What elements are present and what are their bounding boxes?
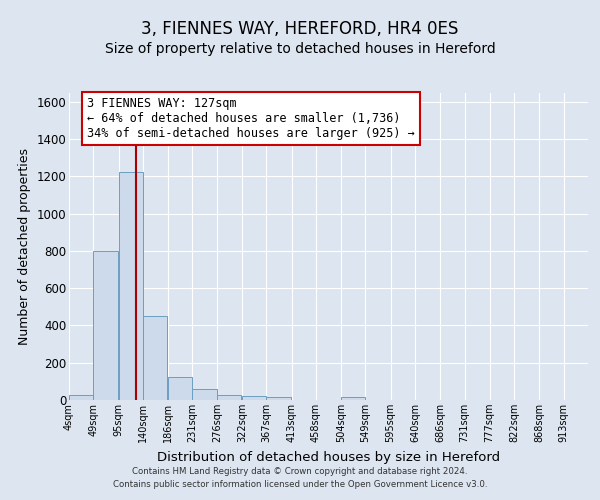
Bar [119,172,143,400]
Bar [242,396,266,400]
X-axis label: Distribution of detached houses by size in Hereford: Distribution of detached houses by size … [157,450,500,464]
Bar [94,251,118,400]
Bar [193,389,217,400]
Text: 3, FIENNES WAY, HEREFORD, HR4 0ES: 3, FIENNES WAY, HEREFORD, HR4 0ES [142,20,458,38]
Bar [217,396,241,400]
Text: 3 FIENNES WAY: 127sqm
← 64% of detached houses are smaller (1,736)
34% of semi-d: 3 FIENNES WAY: 127sqm ← 64% of detached … [87,97,415,140]
Bar [143,316,167,400]
Bar [69,396,94,400]
Text: Size of property relative to detached houses in Hereford: Size of property relative to detached ho… [104,42,496,56]
Text: Contains public sector information licensed under the Open Government Licence v3: Contains public sector information licen… [113,480,487,489]
Bar [266,397,291,400]
Bar [168,376,193,400]
Bar [341,397,365,400]
Y-axis label: Number of detached properties: Number of detached properties [18,148,31,345]
Text: Contains HM Land Registry data © Crown copyright and database right 2024.: Contains HM Land Registry data © Crown c… [132,467,468,476]
